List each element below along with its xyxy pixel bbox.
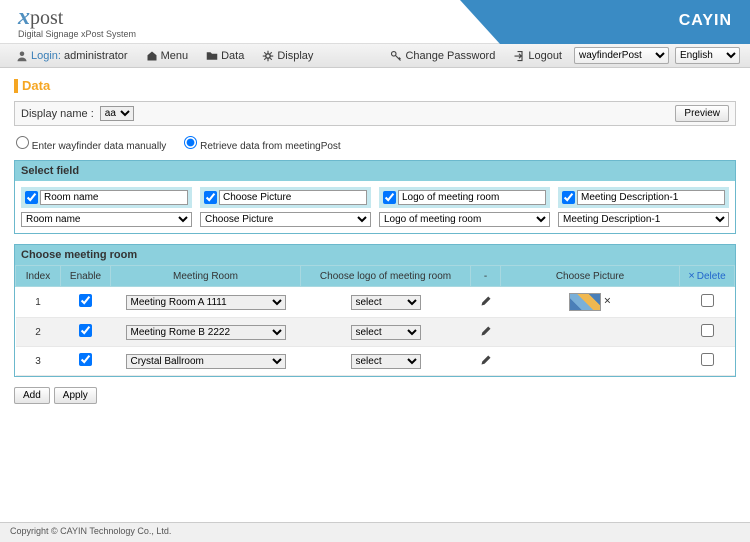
th-edit: - <box>471 266 501 287</box>
language-select[interactable]: English <box>675 47 740 64</box>
field-select[interactable]: Meeting Description-1 <box>558 212 729 227</box>
apply-button[interactable]: Apply <box>54 387 97 404</box>
pencil-icon <box>480 295 492 307</box>
delete-checkbox[interactable] <box>701 294 714 307</box>
logo-post: post <box>30 7 63 29</box>
meeting-table: Index Enable Meeting Room Choose logo of… <box>15 265 735 376</box>
display-button[interactable]: Display <box>256 50 319 62</box>
content: Data Display name : aa Preview Enter way… <box>0 68 750 522</box>
enable-checkbox[interactable] <box>79 294 92 307</box>
data-source-radios: Enter wayfinder data manually Retrieve d… <box>14 132 736 156</box>
field-select[interactable]: Logo of meeting room <box>379 212 550 227</box>
field-checkbox[interactable] <box>25 191 38 204</box>
remove-picture[interactable]: × <box>604 294 611 308</box>
field-checkbox[interactable] <box>383 191 396 204</box>
edit-cell[interactable] <box>471 287 501 318</box>
module-select[interactable]: wayfinderPost <box>574 47 669 64</box>
title-bar-icon <box>14 79 18 93</box>
th-picture: Choose Picture <box>501 266 680 287</box>
field-label-input[interactable] <box>40 190 188 205</box>
folder-icon <box>206 50 218 62</box>
field-checkbox[interactable] <box>562 191 575 204</box>
gear-icon <box>262 50 274 62</box>
pencil-icon <box>480 354 492 366</box>
select-field-header: Select field <box>15 161 735 181</box>
menu-button[interactable]: Menu <box>140 50 195 62</box>
display-name-row: Display name : aa Preview <box>14 101 736 126</box>
preview-button[interactable]: Preview <box>675 105 729 122</box>
radio-retrieve[interactable]: Retrieve data from meetingPost <box>184 136 340 152</box>
home-icon <box>146 50 158 62</box>
login-info: Login: administrator <box>10 50 134 62</box>
meeting-room-panel: Choose meeting room Index Enable Meeting… <box>14 244 736 377</box>
cell-index: 2 <box>16 318 61 347</box>
enable-checkbox[interactable] <box>79 353 92 366</box>
field-top <box>21 187 192 208</box>
logo-subtitle: Digital Signage xPost System <box>18 29 136 39</box>
user-icon <box>16 50 28 62</box>
logo-select[interactable]: select <box>351 295 421 310</box>
delete-checkbox[interactable] <box>701 324 714 337</box>
logo-select[interactable]: select <box>351 325 421 340</box>
cell-index: 1 <box>16 287 61 318</box>
logo-select[interactable]: select <box>351 354 421 369</box>
change-password-button[interactable]: Change Password <box>384 50 501 62</box>
key-icon <box>390 50 402 62</box>
picture-thumb <box>569 293 601 311</box>
th-delete: ×Delete <box>680 266 735 287</box>
add-button[interactable]: Add <box>14 387 50 404</box>
toolbar: Login: administrator Menu Data Display C… <box>0 44 750 68</box>
field-top <box>558 187 729 208</box>
meeting-room-header: Choose meeting room <box>15 245 735 265</box>
action-buttons: Add Apply <box>14 387 736 404</box>
enable-checkbox[interactable] <box>79 324 92 337</box>
table-row: 1 Meeting Room A 1111 select × <box>16 287 735 318</box>
logout-button[interactable]: Logout <box>507 50 568 62</box>
meeting-room-select[interactable]: Meeting Room A 1111 <box>126 295 286 310</box>
footer: Copyright © CAYIN Technology Co., Ltd. <box>0 522 750 542</box>
field-select[interactable]: Room name <box>21 212 192 227</box>
th-index: Index <box>16 266 61 287</box>
select-field-panel: Select field Room name Choose Picture Logo… <box>14 160 736 234</box>
meeting-room-select[interactable]: Crystal Ballroom <box>126 354 286 369</box>
th-room: Meeting Room <box>111 266 301 287</box>
field-select[interactable]: Choose Picture <box>200 212 371 227</box>
logo: xpost Digital Signage xPost System <box>18 4 136 39</box>
edit-cell[interactable] <box>471 318 501 347</box>
login-user: administrator <box>64 50 128 62</box>
field-label-input[interactable] <box>398 190 546 205</box>
edit-cell[interactable] <box>471 347 501 376</box>
meeting-room-select[interactable]: Meeting Rome B 2222 <box>126 325 286 340</box>
field-label-input[interactable] <box>577 190 725 205</box>
field-label-input[interactable] <box>219 190 367 205</box>
login-label: Login: <box>31 50 61 62</box>
header-brand-bg: CAYIN <box>500 0 750 44</box>
picture-cell[interactable] <box>501 347 680 376</box>
field-top <box>200 187 371 208</box>
header: xpost Digital Signage xPost System CAYIN <box>0 0 750 44</box>
picture-cell[interactable] <box>501 318 680 347</box>
field-top <box>379 187 550 208</box>
radio-manual[interactable]: Enter wayfinder data manually <box>16 136 166 152</box>
table-row: 3 Crystal Ballroom select <box>16 347 735 376</box>
display-name-select[interactable]: aa <box>100 106 134 121</box>
logo-x: x <box>18 4 30 30</box>
delete-checkbox[interactable] <box>701 353 714 366</box>
display-name-label: Display name : <box>21 108 94 120</box>
pencil-icon <box>480 325 492 337</box>
picture-cell[interactable]: × <box>501 287 680 318</box>
page-title: Data <box>14 78 736 93</box>
brand-text: CAYIN <box>679 12 732 30</box>
th-logo: Choose logo of meeting room <box>301 266 471 287</box>
logout-icon <box>513 50 525 62</box>
cell-index: 3 <box>16 347 61 376</box>
th-enable: Enable <box>61 266 111 287</box>
field-checkbox[interactable] <box>204 191 217 204</box>
data-button[interactable]: Data <box>200 50 250 62</box>
table-row: 2 Meeting Rome B 2222 select <box>16 318 735 347</box>
